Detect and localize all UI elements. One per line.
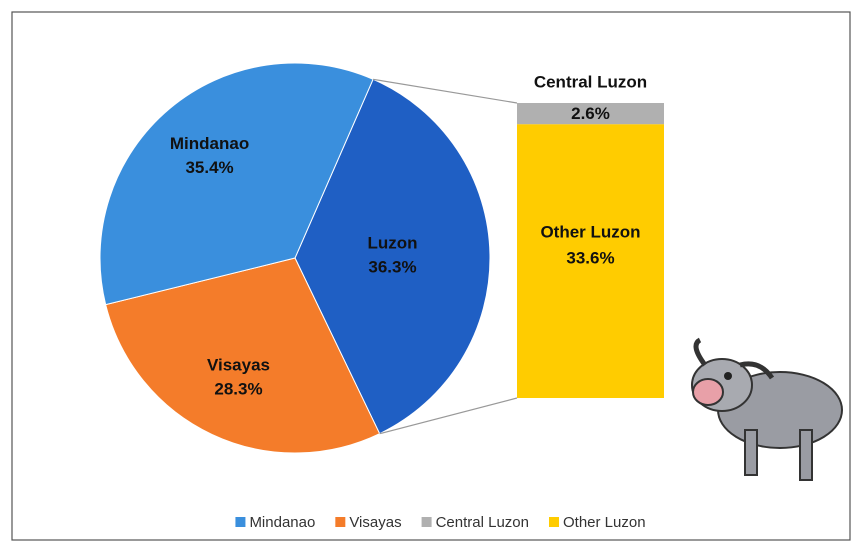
chart: Luzon 36.3% Visayas 28.3% Mindanao 35.4% Other… [0,0,861,550]
bar-label: Other Luzon [540,223,640,242]
legend-swatch [335,517,345,527]
bar-value-label: 33.6% [566,249,614,268]
legend-label: Mindanao [249,514,315,531]
legend-label: Other Luzon [563,514,646,531]
slice-value-label: 28.3% [214,379,262,398]
slice-label: Mindanao [170,134,249,153]
bar-label: Central Luzon [534,72,647,91]
legend: Mindanao Visayas Central Luzon Other Luzon [235,514,645,531]
legend-swatch [549,517,559,527]
bar-value-label: 2.6% [571,104,610,123]
slice-label: Luzon [367,234,417,253]
legend-label: Central Luzon [436,514,529,531]
legend-swatch [235,517,245,527]
slice-label: Visayas [207,355,270,374]
slice-value-label: 36.3% [368,258,416,277]
slice-value-label: 35.4% [185,158,233,177]
legend-label: Visayas [349,514,401,531]
legend-swatch [422,517,432,527]
